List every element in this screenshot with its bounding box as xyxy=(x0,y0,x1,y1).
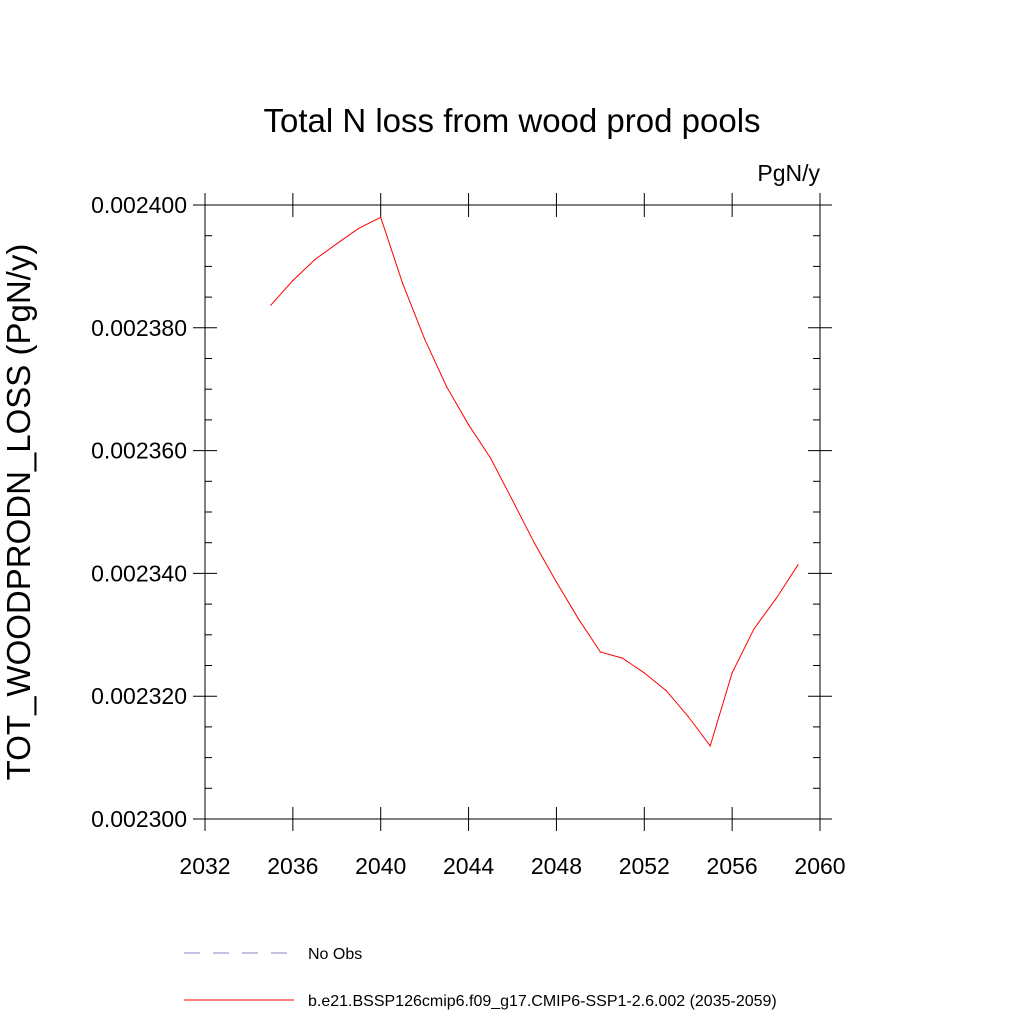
data-point xyxy=(621,657,623,659)
data-point xyxy=(687,715,689,718)
data-point xyxy=(643,672,645,674)
y-tick-label: 0.002360 xyxy=(91,438,187,464)
legend: No Obs b.e21.BSSP126cmip6.f09_g17.CMIP6-S… xyxy=(184,946,777,1010)
y-axis-ticks: 0.002300 0.002320 0.002340 0.002360 0.002380… xyxy=(91,192,832,832)
data-point xyxy=(599,651,601,653)
chart-title: Total N loss from wood prod pools xyxy=(263,102,760,139)
y-tick-label: 0.002340 xyxy=(91,560,187,586)
data-point xyxy=(380,216,382,218)
data-point xyxy=(511,499,514,501)
data-point xyxy=(775,597,777,600)
x-tick-label: 2044 xyxy=(443,853,494,879)
y-tick-label: 0.002300 xyxy=(91,806,187,832)
data-point xyxy=(709,745,711,747)
legend-label: No Obs xyxy=(308,946,362,963)
plot-frame xyxy=(204,204,821,820)
units-label: PgN/y xyxy=(757,160,820,186)
data-point xyxy=(533,542,536,544)
x-tick-label: 2040 xyxy=(355,853,406,879)
data-point xyxy=(731,672,733,674)
data-point xyxy=(797,564,799,566)
series-line xyxy=(270,216,799,747)
x-tick-label: 2060 xyxy=(794,853,845,879)
x-tick-label: 2036 xyxy=(267,853,318,879)
data-point xyxy=(402,282,404,285)
y-tick-label: 0.002320 xyxy=(91,683,187,709)
data-point xyxy=(336,243,338,245)
data-point xyxy=(577,618,579,620)
data-point xyxy=(555,581,558,583)
data-point xyxy=(270,304,272,306)
x-tick-label: 2052 xyxy=(619,853,670,879)
data-point xyxy=(753,628,755,630)
y-tick-label: 0.002400 xyxy=(91,192,187,218)
x-axis-ticks: 2032 2036 2040 2044 2048 2052 2056 2060 xyxy=(179,193,846,879)
data-point xyxy=(358,227,360,229)
x-tick-label: 2032 xyxy=(179,853,230,879)
data-point xyxy=(314,259,316,261)
x-tick-label: 2048 xyxy=(531,853,582,879)
data-point xyxy=(292,279,294,282)
y-axis-label: TOT_WOODPRODN_LOSS (PgN/y) xyxy=(0,244,37,781)
data-point xyxy=(489,457,492,459)
data-point xyxy=(424,338,426,340)
x-tick-label: 2056 xyxy=(707,853,758,879)
data-point xyxy=(467,424,470,426)
legend-label: b.e21.BSSP126cmip6.f09_g17.CMIP6-SSP1-2.… xyxy=(308,993,777,1010)
data-point xyxy=(665,690,667,692)
data-point xyxy=(446,386,448,388)
y-tick-label: 0.002380 xyxy=(91,315,187,341)
series-group xyxy=(270,216,799,747)
